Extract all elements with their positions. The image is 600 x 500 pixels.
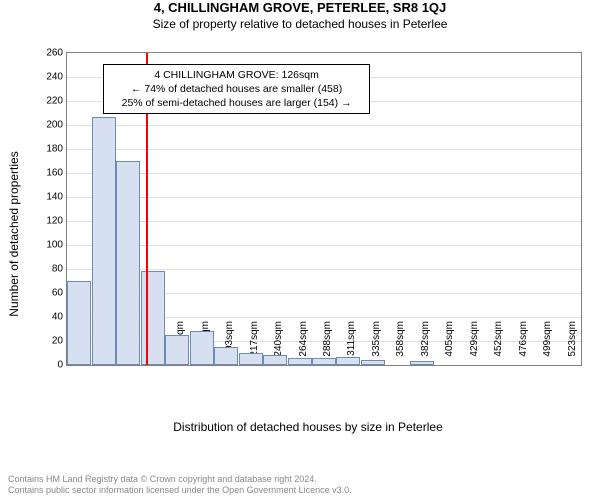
x-tick-label: 523sqm — [567, 321, 578, 369]
gridline — [67, 197, 581, 198]
x-tick-label: 452sqm — [493, 321, 504, 369]
gridline — [67, 125, 581, 126]
info-line-2: ← 74% of detached houses are smaller (45… — [110, 82, 363, 96]
y-tick-label: 40 — [52, 312, 67, 323]
histogram-bar — [239, 353, 263, 365]
y-tick-label: 240 — [46, 72, 67, 83]
x-tick-label: 476sqm — [518, 321, 529, 369]
histogram-bar — [336, 357, 360, 365]
page-subtitle: Size of property relative to detached ho… — [0, 17, 600, 31]
histogram-bar — [263, 355, 287, 365]
gridline — [67, 221, 581, 222]
x-tick-label: 405sqm — [444, 321, 455, 369]
y-tick-label: 180 — [46, 144, 67, 155]
y-tick-label: 0 — [57, 360, 67, 371]
histogram-bar — [165, 335, 189, 365]
histogram-bar — [92, 117, 116, 365]
y-tick-label: 160 — [46, 168, 67, 179]
y-tick-label: 120 — [46, 216, 67, 227]
histogram-bar — [361, 360, 385, 365]
x-tick-label: 358sqm — [395, 321, 406, 369]
histogram-bar — [67, 281, 91, 365]
y-tick-label: 100 — [46, 240, 67, 251]
y-tick-label: 60 — [52, 288, 67, 299]
histogram-bar — [312, 358, 336, 365]
histogram-bar — [116, 161, 140, 365]
info-line-3: 25% of semi-detached houses are larger (… — [110, 96, 363, 110]
y-tick-label: 140 — [46, 192, 67, 203]
y-axis-label: Number of detached properties — [7, 151, 21, 316]
gridline — [67, 269, 581, 270]
y-tick-label: 220 — [46, 96, 67, 107]
histogram-bar — [288, 358, 312, 365]
x-axis-label: Distribution of detached houses by size … — [173, 420, 443, 434]
plot-area: 4 CHILLINGHAM GROVE: 126sqm ← 74% of det… — [66, 52, 582, 366]
histogram-bar — [190, 331, 214, 365]
gridline — [67, 149, 581, 150]
gridline — [67, 245, 581, 246]
copyright-line-1: Contains HM Land Registry data © Crown c… — [8, 474, 352, 485]
y-tick-label: 80 — [52, 264, 67, 275]
copyright-line-2: Contains public sector information licen… — [8, 485, 352, 496]
y-tick-label: 260 — [46, 48, 67, 59]
copyright: Contains HM Land Registry data © Crown c… — [8, 474, 352, 497]
chart-container: Number of detached properties 4 CHILLING… — [28, 44, 588, 424]
histogram-bar — [410, 361, 434, 365]
x-tick-label: 499sqm — [542, 321, 553, 369]
y-tick-label: 20 — [52, 336, 67, 347]
x-tick-label: 429sqm — [469, 321, 480, 369]
info-box: 4 CHILLINGHAM GROVE: 126sqm ← 74% of det… — [103, 64, 370, 115]
y-tick-label: 200 — [46, 120, 67, 131]
page-title: 4, CHILLINGHAM GROVE, PETERLEE, SR8 1QJ — [0, 0, 600, 15]
info-line-1: 4 CHILLINGHAM GROVE: 126sqm — [110, 68, 363, 82]
gridline — [67, 173, 581, 174]
histogram-bar — [141, 271, 165, 365]
histogram-bar — [214, 347, 238, 365]
